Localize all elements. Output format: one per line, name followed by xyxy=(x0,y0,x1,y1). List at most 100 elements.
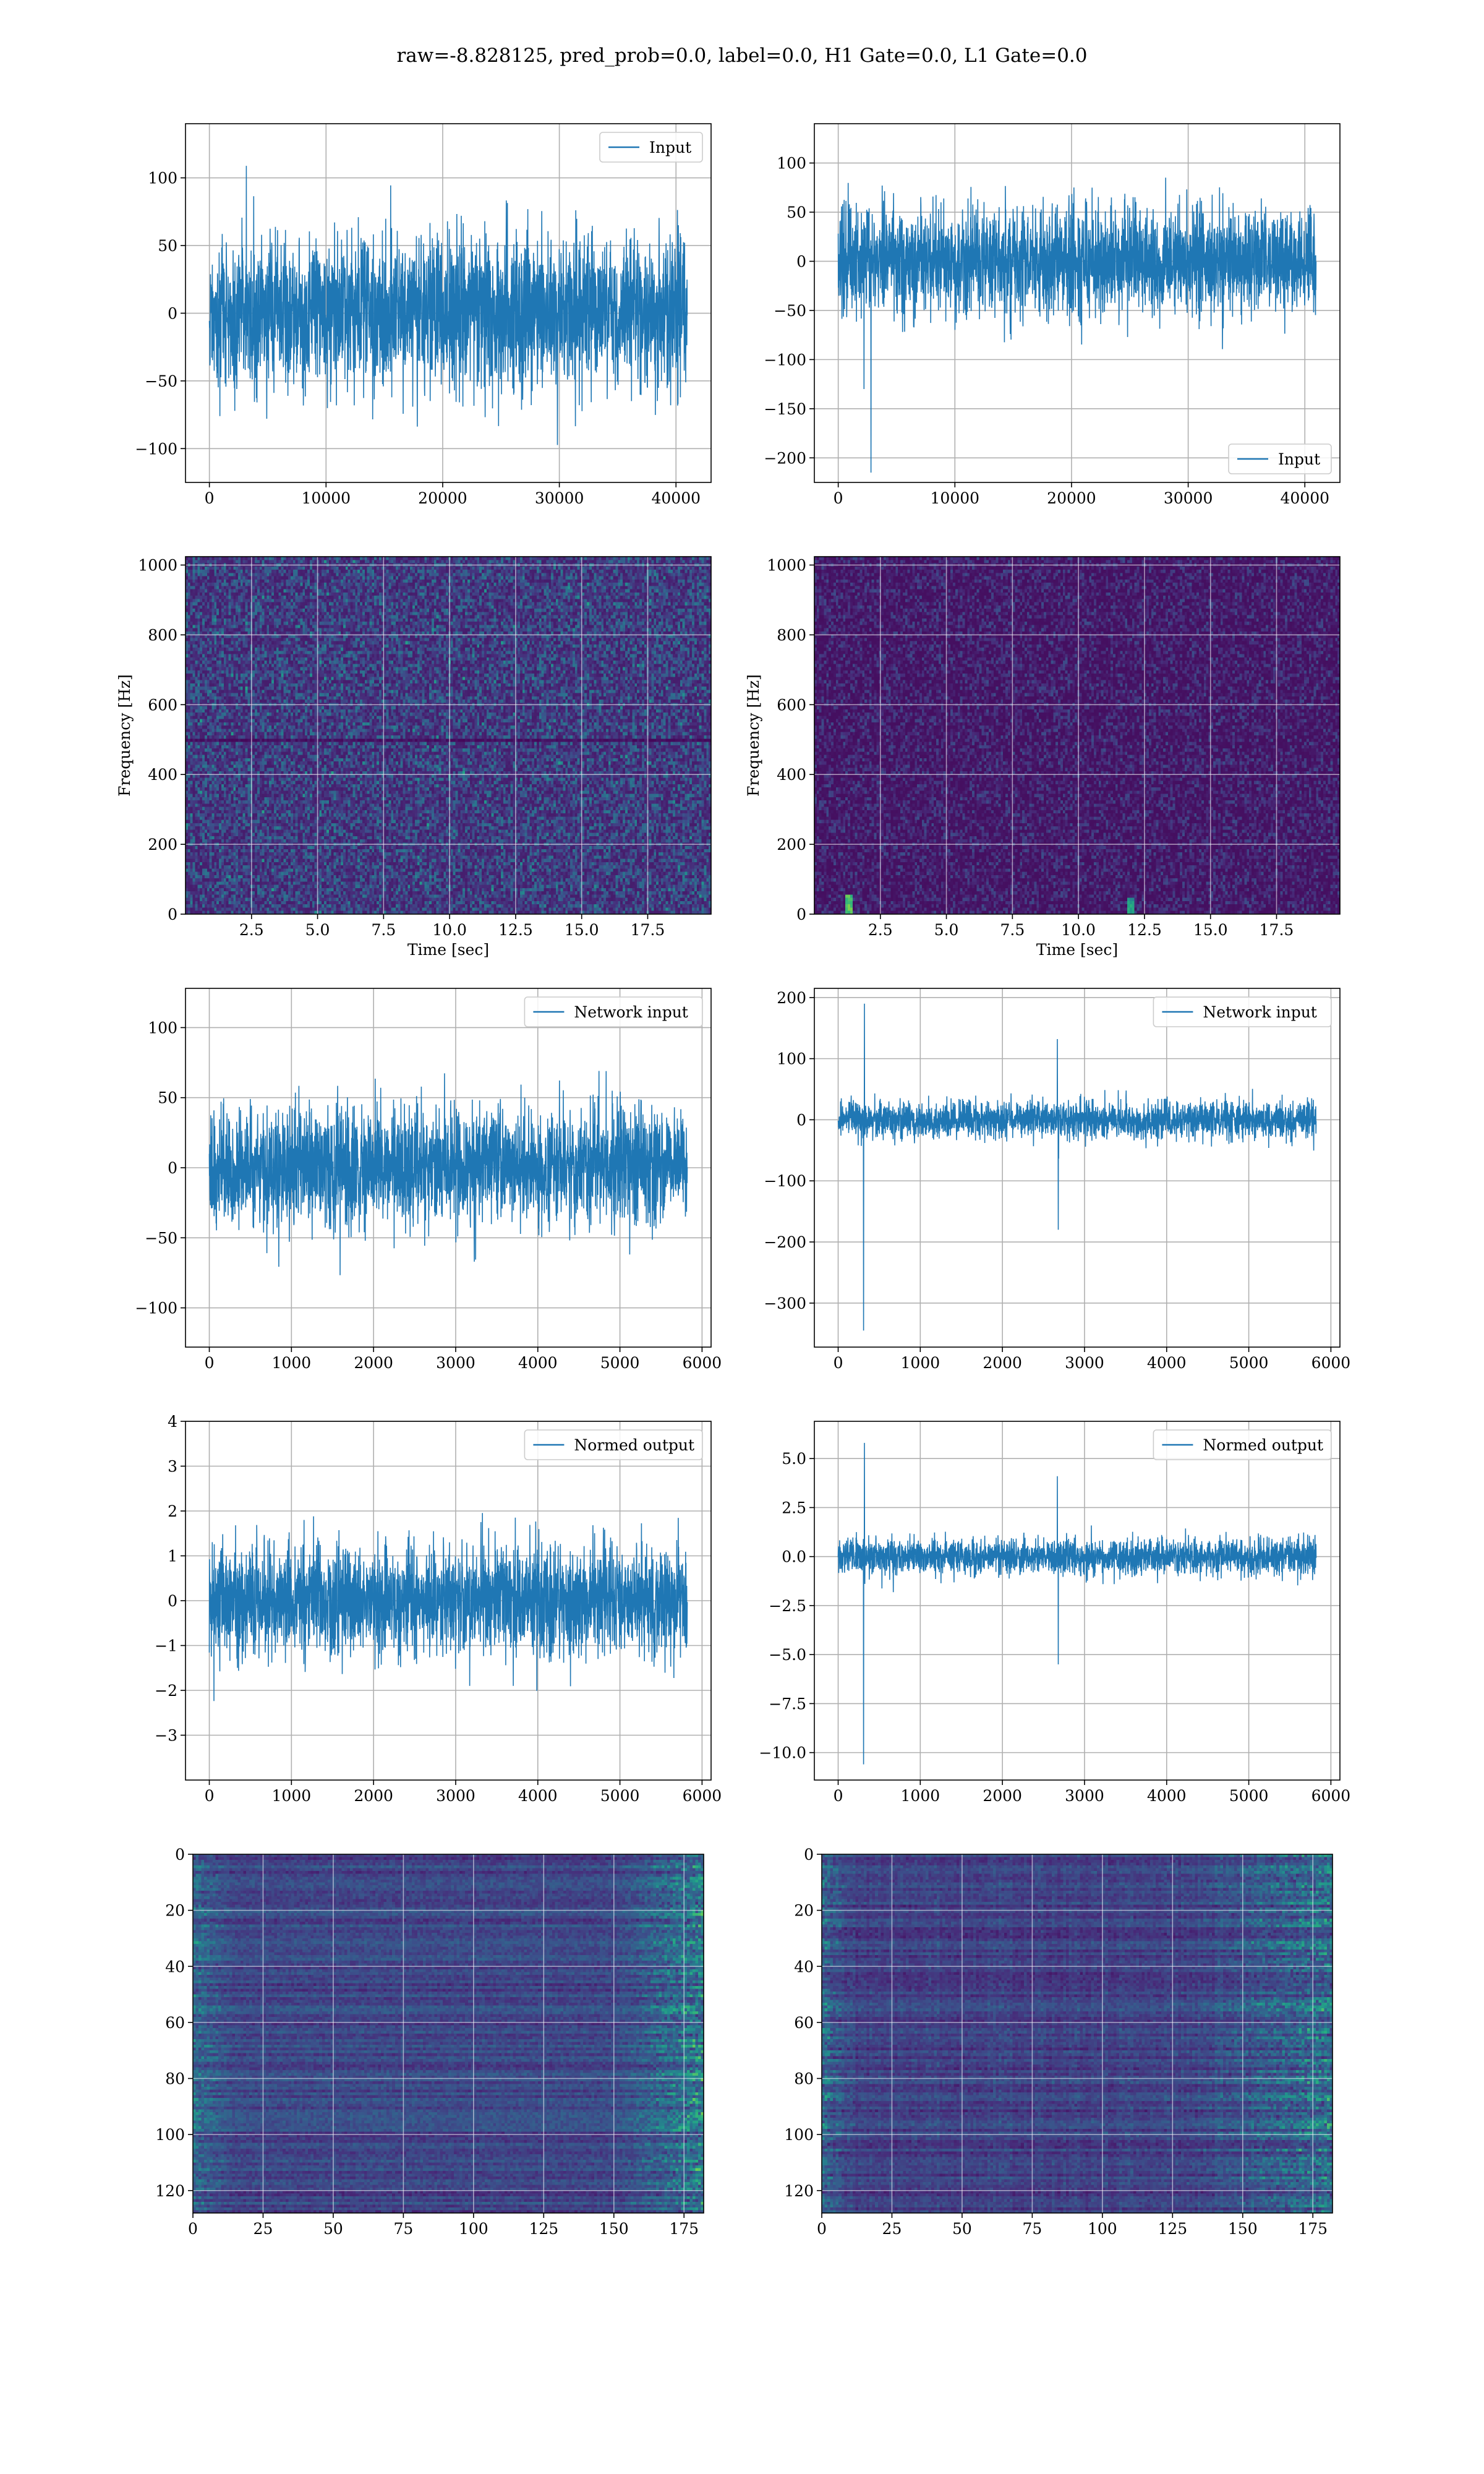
x-tick-label: 7.5 xyxy=(1000,921,1025,939)
chart-feature-map-left: 0 25 50 75 100 125 150 175 0 20 40 60 80 100 120 xyxy=(155,1846,704,2238)
x-tick-label: 6000 xyxy=(683,1787,722,1805)
x-tick-label: 3000 xyxy=(436,1787,475,1805)
y-tick-label: −1 xyxy=(155,1637,177,1655)
x-tick-label: 150 xyxy=(599,2220,629,2238)
legend-label: Network input xyxy=(574,1003,688,1021)
y-tick-label: 50 xyxy=(158,1089,177,1107)
x-tick-label: 125 xyxy=(1158,2220,1187,2238)
x-tick-label: 3000 xyxy=(436,1354,475,1372)
x-tick-label: 0 xyxy=(205,1354,215,1372)
x-tick-label: 4000 xyxy=(1147,1787,1187,1805)
x-tick-label: 5000 xyxy=(1229,1354,1269,1372)
x-tick-label: 0 xyxy=(817,2220,827,2238)
y-tick-label: 0 xyxy=(804,1846,814,1864)
x-tick-label: 175 xyxy=(669,2220,699,2238)
legend: Input xyxy=(1228,443,1332,474)
x-tick-label: 1000 xyxy=(901,1354,940,1372)
y-tick-label: 5.0 xyxy=(782,1450,806,1468)
y-tick-label: 0 xyxy=(168,304,177,322)
legend-box xyxy=(1228,443,1332,474)
y-tick-label: −200 xyxy=(764,449,806,467)
y-tick-label: 100 xyxy=(784,2126,814,2144)
legend-label: Input xyxy=(649,139,691,156)
y-tick-label: −2 xyxy=(155,1682,177,1700)
x-tick-label: 0 xyxy=(205,489,215,507)
x-axis-label: Time [sec] xyxy=(1036,941,1118,959)
y-tick-label: −100 xyxy=(135,1299,177,1317)
y-tick-label: 20 xyxy=(165,1902,185,1920)
y-tick-label: −50 xyxy=(145,1229,177,1247)
legend-label: Normed output xyxy=(574,1436,694,1454)
y-tick-label: −3 xyxy=(155,1727,177,1745)
x-tick-label: 100 xyxy=(459,2220,488,2238)
x-tick-label: 1000 xyxy=(272,1354,312,1372)
axes-frame xyxy=(821,1854,1333,2214)
x-tick-label: 10000 xyxy=(931,489,980,507)
y-tick-label: 0 xyxy=(175,1846,185,1864)
legend-box xyxy=(599,132,703,163)
y-tick-label: −7.5 xyxy=(769,1695,806,1713)
y-tick-label: 0 xyxy=(796,1111,806,1129)
y-tick-label: 120 xyxy=(784,2182,814,2200)
legend: Network input xyxy=(1153,996,1332,1027)
y-tick-label: 100 xyxy=(777,155,806,173)
x-tick-label: 5000 xyxy=(600,1354,640,1372)
legend-box xyxy=(1153,1429,1332,1460)
x-tick-label: 40000 xyxy=(651,489,701,507)
y-tick-label: 50 xyxy=(787,203,806,221)
y-tick-label: 100 xyxy=(777,1050,806,1068)
x-tick-label: 6000 xyxy=(683,1354,722,1372)
heatmap-image xyxy=(193,1854,704,2213)
x-tick-label: 17.5 xyxy=(631,921,665,939)
x-tick-label: 0 xyxy=(834,1354,843,1372)
x-tick-label: 5000 xyxy=(600,1787,640,1805)
y-tick-label: −100 xyxy=(764,351,806,369)
y-tick-label: −5.0 xyxy=(769,1646,806,1664)
x-tick-label: 50 xyxy=(323,2220,343,2238)
y-tick-label: 0 xyxy=(168,1592,177,1610)
y-tick-label: 800 xyxy=(777,626,806,644)
y-tick-label: 80 xyxy=(165,2070,185,2088)
y-tick-label: 0 xyxy=(168,1159,177,1177)
y-axis-label: Frequency [Hz] xyxy=(116,674,134,797)
legend-box xyxy=(524,996,703,1027)
y-tick-label: −2.5 xyxy=(769,1597,806,1615)
chart-network-input-left: 0 1000 2000 3000 4000 5000 6000 −100 −50 0 50 100 Ne… xyxy=(135,988,722,1372)
y-tick-label: 200 xyxy=(777,836,806,854)
x-tick-label: 7.5 xyxy=(371,921,396,939)
chart-feature-map-right: 0 25 50 75 100 125 150 175 0 20 40 60 80 100 120 xyxy=(784,1846,1333,2238)
chart-input-left: 0 10000 20000 30000 40000 −100 −50 0 50 100 Input xyxy=(135,123,712,507)
y-axis-label: Frequency [Hz] xyxy=(744,674,762,797)
x-tick-label: 100 xyxy=(1088,2220,1117,2238)
x-tick-label: 30000 xyxy=(535,489,584,507)
x-tick-label: 20000 xyxy=(418,489,467,507)
legend: Normed output xyxy=(524,1429,703,1460)
legend-label: Network input xyxy=(1203,1003,1316,1021)
x-tick-label: 75 xyxy=(1022,2220,1042,2238)
x-tick-label: 0 xyxy=(834,489,843,507)
chart-spectrogram-left: 2.5 5.0 7.5 10.0 12.5 15.0 17.5 0 200 400 600 800 10… xyxy=(116,556,712,959)
y-tick-label: 50 xyxy=(158,237,177,255)
series-line xyxy=(837,1003,1317,1331)
y-tick-label: 0 xyxy=(168,905,177,923)
y-tick-label: 0.0 xyxy=(782,1548,806,1566)
x-tick-label: 2000 xyxy=(354,1354,393,1372)
x-tick-label: 3000 xyxy=(1065,1354,1104,1372)
axes-frame xyxy=(814,1421,1341,1781)
y-tick-label: 1 xyxy=(168,1547,177,1565)
y-tick-label: 40 xyxy=(794,1958,814,1975)
y-tick-label: −300 xyxy=(764,1295,806,1312)
y-tick-label: 400 xyxy=(148,766,177,784)
legend-label: Input xyxy=(1278,450,1320,468)
x-tick-label: 1000 xyxy=(901,1787,940,1805)
x-tick-label: 1000 xyxy=(272,1787,312,1805)
x-tick-label: 4000 xyxy=(518,1787,558,1805)
y-tick-label: 100 xyxy=(148,169,177,187)
series-line xyxy=(837,178,1317,473)
x-tick-label: 2000 xyxy=(983,1354,1022,1372)
x-tick-label: 2000 xyxy=(354,1787,393,1805)
series-line xyxy=(837,1442,1317,1765)
x-tick-label: 4000 xyxy=(1147,1354,1187,1372)
axes-frame xyxy=(185,556,712,915)
